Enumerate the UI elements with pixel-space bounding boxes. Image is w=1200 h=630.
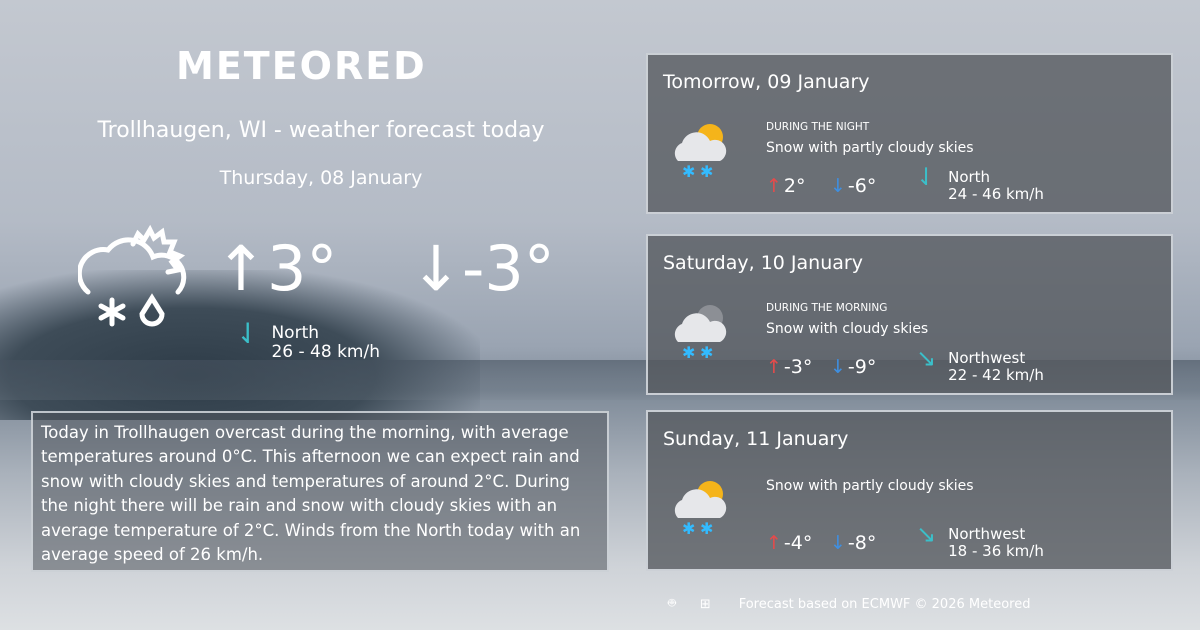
forecast-max: ↑ 2° [766,175,806,197]
svg-text:✱: ✱ [700,343,713,362]
today-max-temp: ↑3° [215,232,338,305]
footer-text: Forecast based on ECMWF © 2026 Meteored [738,596,1031,612]
today-min-temp: ↓-3° [410,232,555,305]
arrow-down-icon: ↓ [830,356,846,378]
svg-text:✱: ✱ [682,519,695,538]
logo[interactable]: METEORED [176,44,427,88]
forecast-period: DURING THE MORNING [766,302,888,314]
forecast-card[interactable]: Tomorrow, 09 January ✱ ✱ DURING THE NIGHT… [646,53,1173,214]
snow-cloudy-icon: ✱ ✱ [674,305,727,362]
forecast-min: ↓ -8° [830,532,877,554]
forecast-day: Tomorrow, 09 January [663,71,870,93]
svg-text:✱: ✱ [682,343,695,362]
forecast-min: ↓ -9° [830,356,877,378]
arrow-down-icon: ↓ [830,175,846,197]
forecast-min: ↓ -6° [830,175,877,197]
forecast-card[interactable]: Saturday, 10 January ✱ ✱ DURING THE MORNI… [646,234,1173,395]
forecast-period: DURING THE NIGHT [766,121,870,133]
arrow-up-icon: ↑ [766,175,782,197]
snow-partly-cloudy-icon: ✱ ✱ [674,481,727,538]
forecast-wind: ↘ Northwest 22 - 42 km/h [916,344,1044,384]
forecast-description: Today in Trollhaugen overcast during the… [31,411,609,572]
android-icon[interactable]: 🤖︎ [668,596,676,611]
forecast-day: Sunday, 11 January [663,428,849,450]
svg-text:✱: ✱ [700,519,713,538]
today-date: Thursday, 08 January [219,167,423,189]
windows-icon[interactable]: ⊞ [699,596,711,612]
forecast-wind: ⇃ North 24 - 46 km/h [916,163,1044,203]
arrow-up-icon: ↑ [215,232,267,305]
wind-direction-icon: ⇃ [916,163,937,191]
forecast-max: ↑ -4° [766,532,813,554]
forecast-summary: Snow with partly cloudy skies [766,140,974,156]
today-wind: ⇃ North 26 - 48 km/h [236,317,380,362]
wind-north-icon: ⇃ [236,317,260,350]
svg-text:✱: ✱ [700,162,713,181]
arrow-down-icon: ↓ [830,532,846,554]
footer: 🤖︎ ⊞ Forecast based on ECMWF © 2026 Mete… [668,595,1030,613]
wind-direction-icon: ↘ [916,344,937,372]
wind-direction-icon: ↘ [916,520,937,548]
forecast-card[interactable]: Sunday, 11 January ✱ ✱ Snow with partly c… [646,410,1173,571]
forecast-wind: ↘ Northwest 18 - 36 km/h [916,520,1044,560]
forecast-max: ↑ -3° [766,356,813,378]
page-title: Trollhaugen, WI - weather forecast today [97,118,545,143]
svg-text:✱: ✱ [682,162,695,181]
arrow-up-icon: ↑ [766,532,782,554]
forecast-summary: Snow with partly cloudy skies [766,478,974,494]
arrow-up-icon: ↑ [766,356,782,378]
snow-rain-partly-cloudy-icon [78,224,187,327]
arrow-down-icon: ↓ [410,232,462,305]
snow-partly-cloudy-icon: ✱ ✱ [674,124,727,181]
forecast-summary: Snow with cloudy skies [766,321,929,337]
forecast-day: Saturday, 10 January [663,252,863,274]
